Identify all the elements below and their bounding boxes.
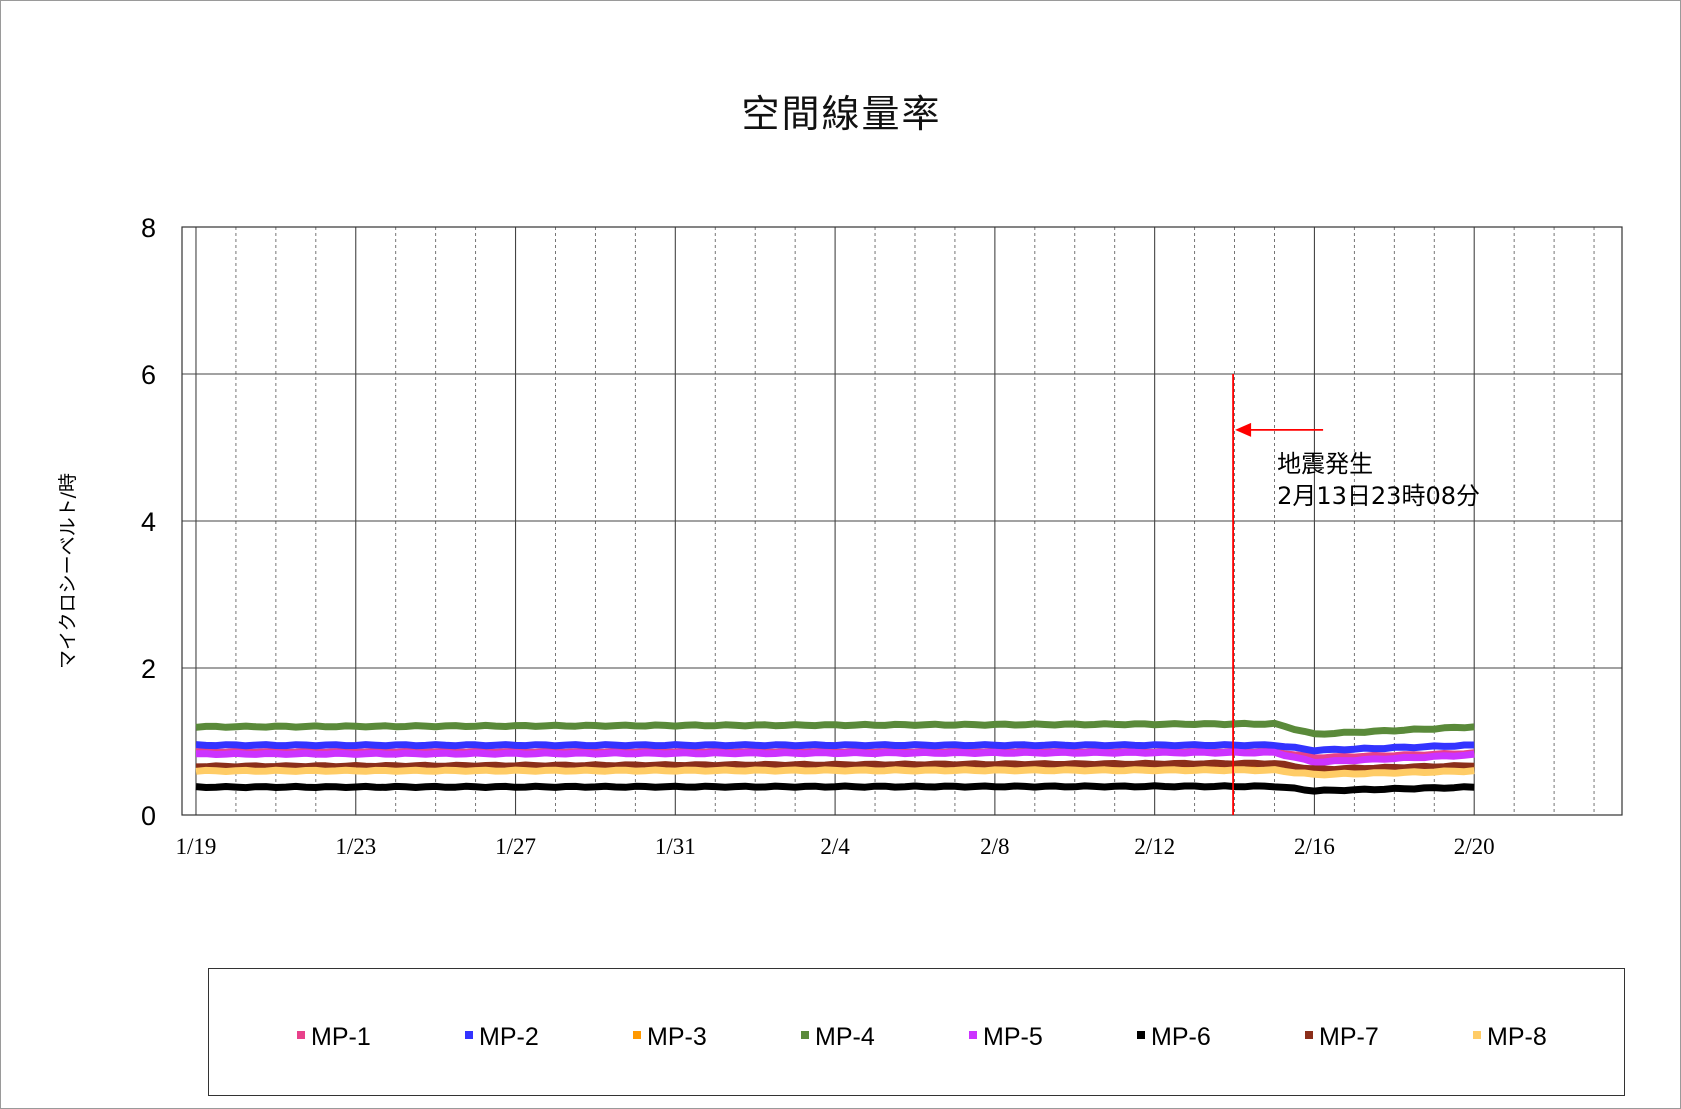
legend-swatch <box>1137 1031 1145 1040</box>
legend-label: MP-3 <box>647 1023 707 1051</box>
y-tick-label: 8 <box>141 213 156 243</box>
series-line-mp-4 <box>195 719 1475 738</box>
legend-swatch <box>1473 1031 1481 1040</box>
legend-item-mp-8: MP-8 <box>1473 1023 1547 1052</box>
series-line-mp-8 <box>195 766 1475 779</box>
y-tick-label: 4 <box>141 507 156 537</box>
x-tick-label: 2/16 <box>1294 834 1335 859</box>
legend-item-mp-4: MP-4 <box>801 1023 875 1052</box>
x-tick-label: 1/27 <box>495 834 536 859</box>
legend-item-mp-1: MP-1 <box>297 1023 371 1052</box>
legend: MP-1 MP-2 MP-3 MP-4 MP-5 MP-6 MP-7 MP-8 <box>208 968 1625 1096</box>
annotation-line2: 2月13日23時08分 <box>1277 482 1480 510</box>
legend-label: MP-4 <box>815 1023 875 1051</box>
legend-swatch <box>465 1031 473 1040</box>
series-layer <box>195 719 1475 795</box>
plot-border <box>181 226 1623 816</box>
legend-label: MP-7 <box>1319 1023 1379 1051</box>
x-tick-label: 2/20 <box>1454 834 1495 859</box>
y-axis-label: マイクロシーベルト/時 <box>57 473 79 669</box>
legend-item-mp-7: MP-7 <box>1305 1023 1379 1052</box>
legend-label: MP-8 <box>1487 1023 1547 1051</box>
annotation-layer: 地震発生 2月13日23時08分 <box>1232 374 1480 815</box>
y-tick-label: 2 <box>141 654 156 684</box>
x-tick-label: 1/19 <box>176 834 217 859</box>
legend-swatch <box>1305 1031 1313 1040</box>
y-tick-label: 6 <box>141 360 156 390</box>
legend-swatch <box>801 1031 809 1040</box>
legend-item-mp-6: MP-6 <box>1137 1023 1211 1052</box>
series-line-mp-7 <box>195 759 1475 774</box>
legend-swatch <box>297 1031 305 1040</box>
x-tick-label: 1/23 <box>335 834 376 859</box>
legend-label: MP-5 <box>983 1023 1043 1051</box>
legend-swatch <box>969 1031 977 1040</box>
x-tick-label: 2/8 <box>980 834 1009 859</box>
series-line-mp-2 <box>195 741 1475 755</box>
legend-item-mp-2: MP-2 <box>465 1023 539 1052</box>
series-line-mp-5 <box>195 748 1475 766</box>
legend-label: MP-2 <box>479 1023 539 1051</box>
legend-item-mp-5: MP-5 <box>969 1023 1043 1052</box>
legend-label: MP-6 <box>1151 1023 1211 1051</box>
annotation-line1: 地震発生 <box>1277 450 1373 478</box>
legend-label: MP-1 <box>311 1023 371 1051</box>
x-tick-label: 1/31 <box>655 834 696 859</box>
x-tick-label: 2/12 <box>1134 834 1175 859</box>
legend-swatch <box>633 1031 641 1040</box>
earthquake-arrow-head <box>1235 422 1252 437</box>
chart-title: 空間線量率 <box>741 92 942 136</box>
legend-item-mp-3: MP-3 <box>633 1023 707 1052</box>
series-line-mp-6 <box>195 782 1475 795</box>
axis-layer: 0 2 4 6 8 1/19 1/23 1/27 1/31 2/4 2/8 2/12 2/16 2/20 <box>141 213 1623 859</box>
x-tick-label: 2/4 <box>820 834 850 859</box>
y-tick-label: 0 <box>141 801 156 831</box>
